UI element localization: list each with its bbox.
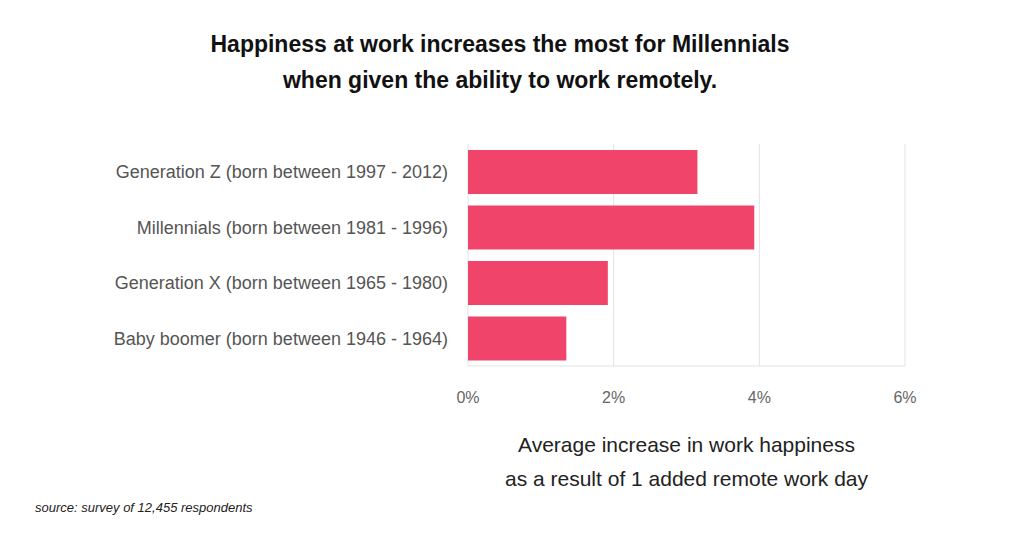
html-text:Happiness at work increases th: Happiness at work increases the most for… bbox=[210, 31, 790, 93]
html-text:Average increase in work happi: Average increase in work happiness as a … bbox=[505, 433, 868, 490]
html-text:source: survey of 12,455 respo: source: survey of 12,455 respondents bbox=[35, 500, 253, 515]
svg-text:2%: 2% bbox=[602, 389, 625, 406]
svg-text:Generation X (born between 196: Generation X (born between 1965 - 1980) bbox=[115, 273, 448, 293]
svg-text:Baby boomer (born between 1946: Baby boomer (born between 1946 - 1964) bbox=[114, 329, 448, 349]
svg-text:4%: 4% bbox=[748, 389, 771, 406]
svg-text:Generation Z (born between 199: Generation Z (born between 1997 - 2012) bbox=[116, 162, 448, 182]
svg-text:0%: 0% bbox=[456, 389, 479, 406]
svg-text:6%: 6% bbox=[893, 389, 916, 406]
svg-text:Millennials (born between 1981: Millennials (born between 1981 - 1996) bbox=[137, 218, 448, 238]
